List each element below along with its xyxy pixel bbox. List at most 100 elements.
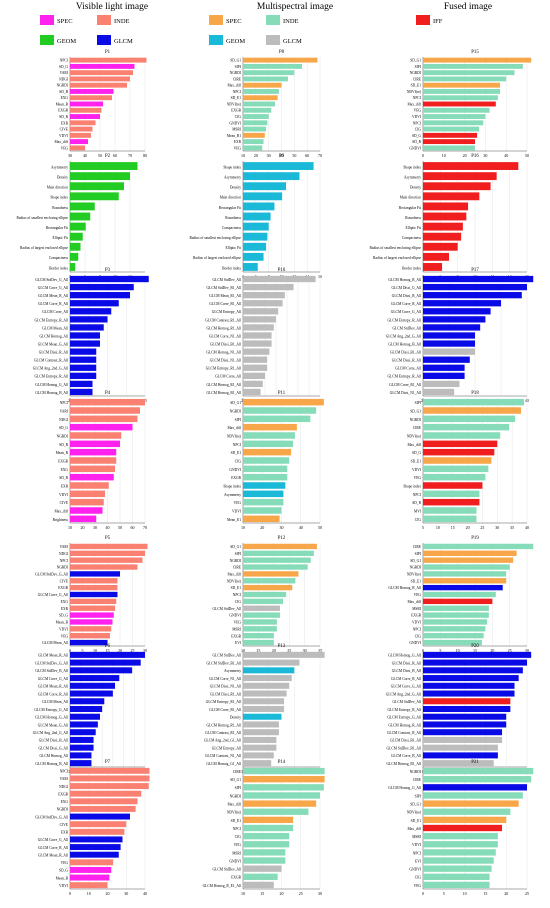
bar [70, 713, 100, 720]
bar [243, 736, 277, 743]
bar-label: Compactness [49, 256, 69, 260]
bar-label: SD_E1 [411, 579, 422, 583]
panel-title: P7 [105, 760, 111, 765]
bar [423, 792, 523, 799]
panel-title: P17 [471, 268, 479, 273]
bar-label: CIVE [60, 579, 69, 583]
bar-label: SD_G1 [230, 778, 241, 782]
bar-label: GNDVI [229, 614, 241, 618]
legend-swatch [266, 15, 280, 25]
bar [70, 752, 92, 759]
tick-label: 20 [254, 153, 258, 158]
bar [423, 744, 498, 751]
bar [70, 82, 127, 88]
bar-label: GLCM Homog_R_E1_All [203, 884, 241, 888]
tick-label: 50 [318, 525, 322, 530]
bar [243, 792, 320, 799]
bar-label: SD_G [59, 614, 68, 618]
panel-title: P9 [279, 154, 285, 159]
bar-label: Main direction [220, 196, 241, 200]
bar [423, 698, 511, 705]
bar [423, 283, 527, 291]
bar-label: Asymmetry [224, 175, 241, 179]
bar-label: Elliptic Fit [53, 236, 68, 240]
bar-label: GLCM Dissi_B1_All [210, 342, 241, 346]
bar-label: SD_E1 [231, 586, 242, 590]
bar [70, 578, 118, 584]
bar-label: GLCM StdDev_G_All [35, 573, 68, 577]
bar [423, 70, 515, 76]
bar [243, 82, 282, 88]
bar [70, 836, 123, 843]
chart-panel-p14: P14 CIRE SD_G1 SIPI NGRDI Max_diff NDVI(re) SD_… [203, 760, 325, 896]
bar [70, 222, 86, 231]
bar-label: Shape index [223, 165, 241, 169]
tick-label: 40 [504, 153, 508, 158]
panel-title: P15 [471, 50, 479, 55]
bar-label: EXGR [231, 476, 241, 480]
bar [423, 515, 477, 523]
bar [70, 667, 133, 674]
bar-label: Max_diff [407, 600, 421, 604]
bar [70, 821, 127, 828]
bar [423, 162, 519, 170]
bar-label: GLCM StdDev_All [213, 607, 241, 611]
bar-label: GLCM Dissi_R1_All [210, 692, 241, 696]
bar-label: GLCM StdDev_All [213, 278, 241, 282]
bar [70, 70, 133, 76]
bar-label: GLCM Homog_G_All [35, 383, 68, 387]
bar-label: GLCM Homog_B1_All [387, 762, 421, 766]
tick-label: 30 [495, 525, 499, 530]
tick-label: 25 [508, 648, 512, 653]
bar [243, 651, 325, 658]
bar [70, 675, 120, 682]
bar-label: SD_G1 [410, 409, 421, 413]
bar-label: MSRI [232, 851, 242, 855]
bar [243, 465, 288, 473]
bar [243, 571, 299, 577]
bar [243, 498, 284, 506]
chart-panel-p21: P21 NGRDI CIRE GLCM Homog_G_All SIPI SD_G1 NDV… [388, 760, 534, 896]
bar [243, 212, 271, 221]
bar-label: VEG [234, 621, 242, 625]
bar-label: Density [230, 186, 241, 190]
chart-panel-p3: P3 GLCM StdDev_G_All GLCM Corre_G_All GLCM … [33, 268, 149, 403]
bar [70, 844, 121, 851]
bar [423, 324, 481, 331]
chart-panel-p5: P5 VARI NDGI NPCI NGRDI GLCM StdDev_G_All CIVE… [35, 536, 148, 653]
bar [243, 698, 285, 705]
bar [423, 473, 486, 481]
tick-label: 30 [280, 525, 284, 530]
bar [243, 232, 268, 241]
bar-label: NPCI [233, 593, 242, 597]
bar [423, 881, 490, 889]
bar [243, 675, 292, 682]
bar [243, 682, 290, 689]
bar-label: NDVI(re) [407, 811, 422, 815]
bar [70, 407, 140, 414]
bar [423, 308, 491, 315]
bar [423, 651, 532, 658]
bar-label: NGRDI [230, 71, 242, 75]
bar-label: GLCM Mean_R_All [38, 294, 68, 298]
bar [423, 242, 458, 251]
bar-label: VEG [234, 843, 242, 847]
tick-label: 15 [256, 648, 260, 653]
bar [423, 598, 493, 605]
tick-label: 30 [68, 153, 72, 158]
tick-label: 10 [241, 891, 245, 896]
bar-label: CIVE [60, 823, 69, 827]
legend-swatch [97, 35, 111, 45]
bar-label: VARI [60, 71, 69, 75]
bar-label: SD_G [412, 451, 421, 455]
bar-label: Elliptic Fit [226, 246, 241, 250]
bar [423, 292, 522, 299]
bar [423, 172, 497, 181]
bar [423, 63, 523, 69]
bar [423, 82, 500, 88]
bar [243, 242, 267, 251]
bar [423, 571, 507, 577]
bar-label: SD_G1 [230, 401, 241, 405]
bar [70, 659, 141, 666]
bar-label: NGRDI [230, 559, 242, 563]
